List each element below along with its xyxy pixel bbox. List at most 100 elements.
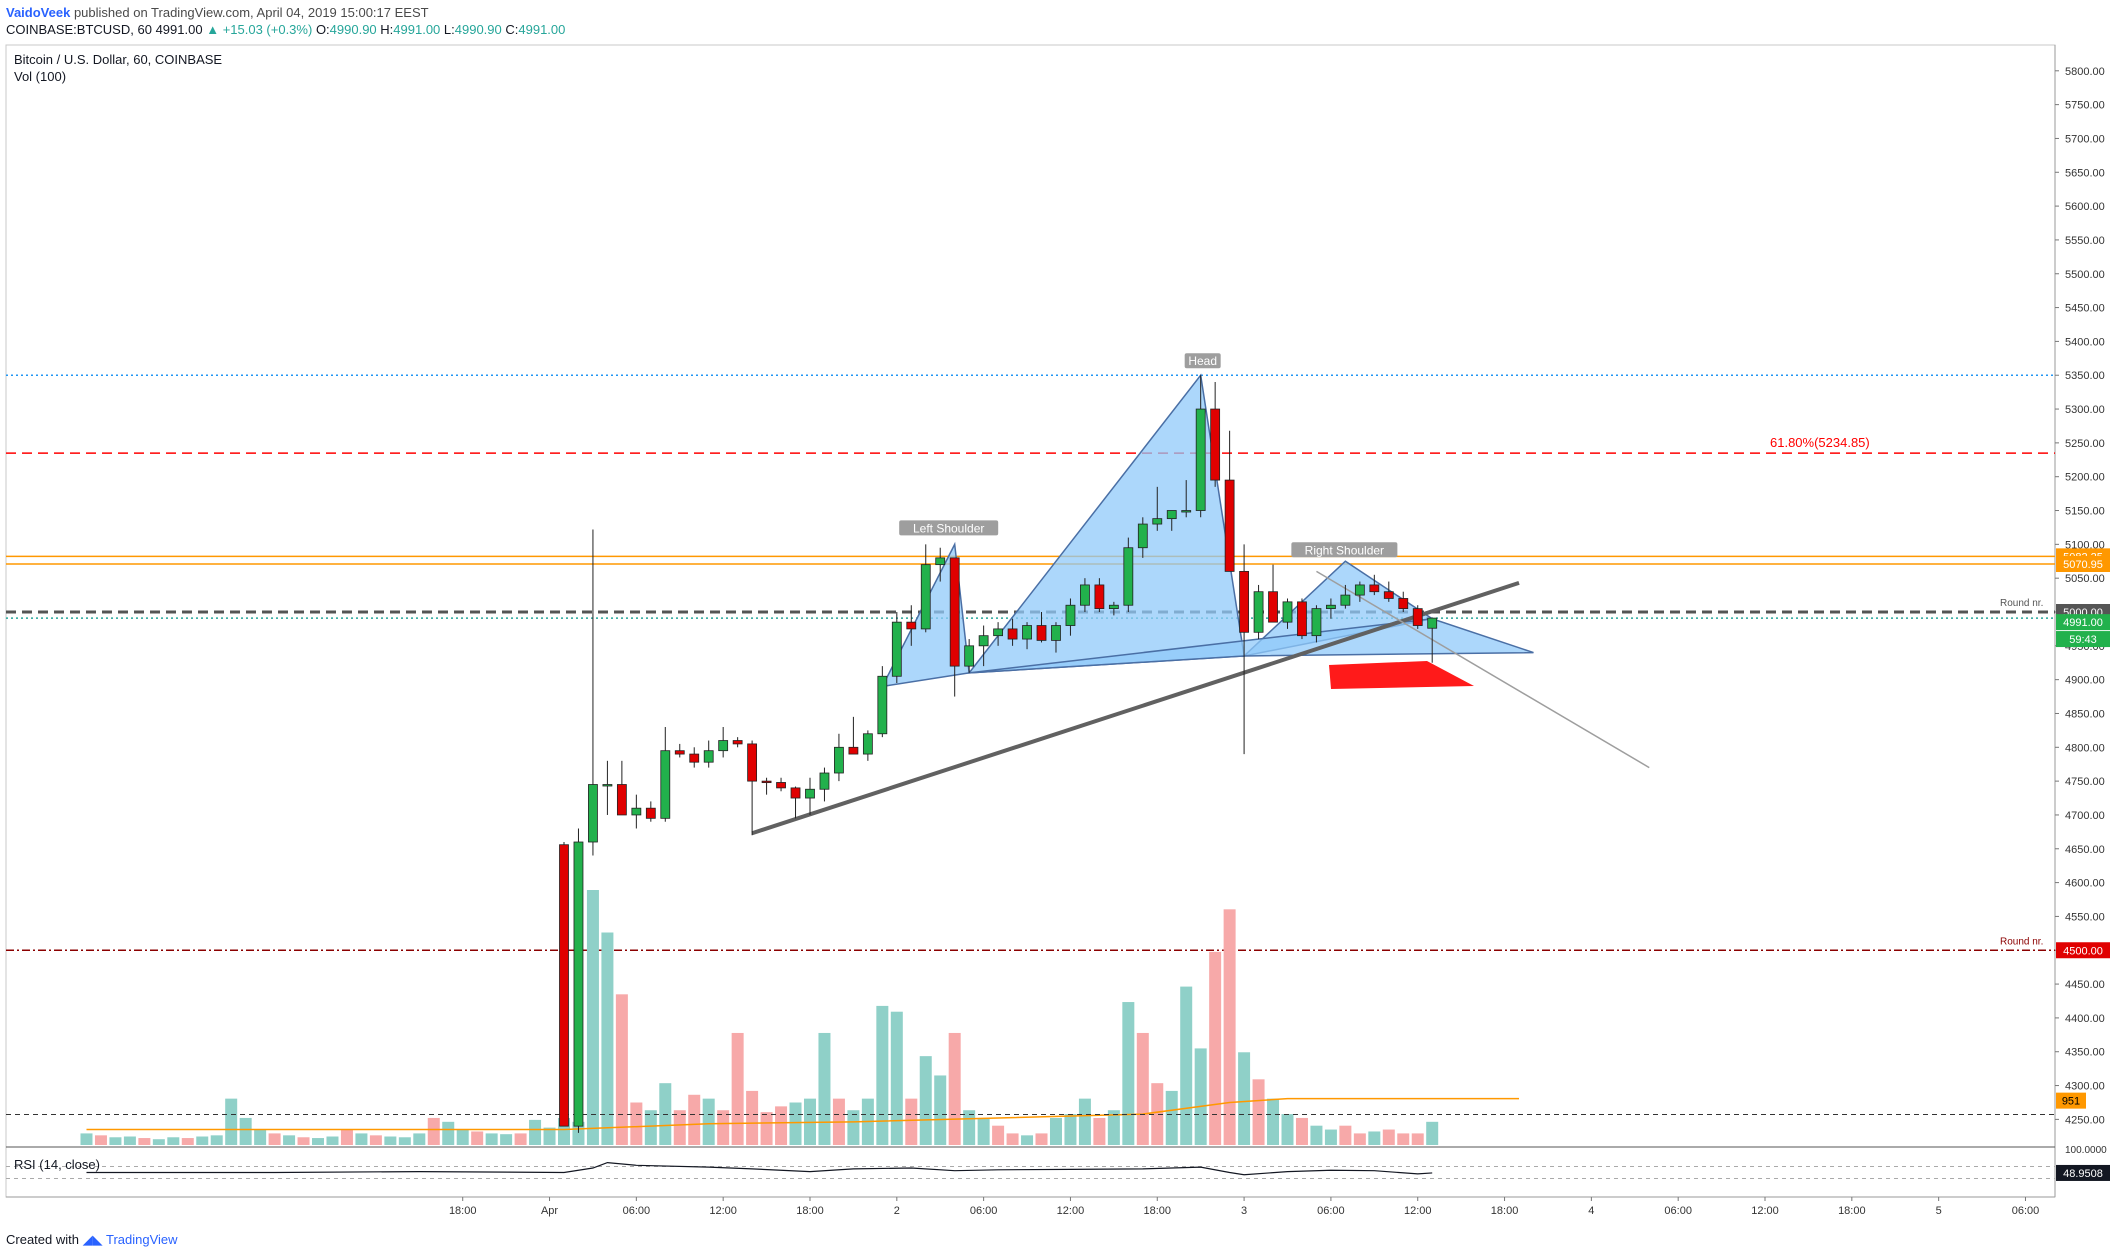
bearish-target-marker[interactable] <box>1329 661 1474 689</box>
price-tick-label: 5200.00 <box>2065 472 2105 484</box>
volume-label-box <box>2056 1092 2086 1109</box>
price-tick-label: 4700.00 <box>2065 810 2105 822</box>
volume-bar <box>919 1056 932 1145</box>
price-tick-label: 5050.00 <box>2065 573 2105 585</box>
price-tick-label: 4450.00 <box>2065 979 2105 991</box>
volume-bar <box>1223 909 1236 1145</box>
volume-bar <box>413 1133 426 1145</box>
fib-level-label: 61.80%(5234.85) <box>1770 435 1870 450</box>
volume-bar <box>340 1129 353 1145</box>
time-tick-label: 18:00 <box>449 1205 477 1217</box>
tradingview-brand[interactable]: TradingView <box>106 1232 178 1247</box>
time-tick-label: 12:00 <box>709 1205 737 1217</box>
candle-up <box>862 733 873 755</box>
volume-bar <box>1209 951 1222 1145</box>
candle-down <box>1007 628 1018 640</box>
volume-bar <box>312 1138 325 1145</box>
candle-up <box>1051 625 1061 641</box>
volume-bar <box>702 1098 715 1145</box>
candle-down <box>689 753 700 763</box>
candle-down <box>616 784 627 816</box>
price-axis-labels: 5082.255070.955000.004991.0059:434500.00… <box>2056 548 2110 1181</box>
time-tick-label: 12:00 <box>1057 1205 1085 1217</box>
projection-line[interactable] <box>1316 570 1650 769</box>
close-value: 4991.00 <box>518 22 566 37</box>
candle-down <box>1297 601 1307 637</box>
volume-bar <box>138 1138 151 1145</box>
time-tick-label: 18:00 <box>796 1205 824 1217</box>
price-tick-label: 5250.00 <box>2065 438 2105 450</box>
volume-bar <box>369 1135 382 1145</box>
volume-bar <box>167 1137 180 1145</box>
volume-bar <box>1353 1133 1366 1145</box>
candle-up <box>993 628 1003 637</box>
volume-bar <box>789 1102 802 1145</box>
volume-bar <box>1107 1110 1120 1145</box>
candle-up <box>660 750 671 819</box>
price-tick-label: 5600.00 <box>2065 201 2105 213</box>
volume-bar <box>644 1110 657 1145</box>
tradingview-logo-icon: ◢◣ <box>82 1232 103 1247</box>
symbol-name: COINBASE:BTCUSD, 60 <box>6 22 152 37</box>
author-link[interactable]: VaidoVeek <box>6 5 71 20</box>
volume-bar <box>1324 1129 1337 1145</box>
volume-bar <box>760 1112 773 1145</box>
pattern-base[interactable] <box>969 618 1534 674</box>
candle-down <box>1224 479 1235 572</box>
candle-up <box>834 746 844 774</box>
price-tick-label: 4650.00 <box>2065 844 2105 856</box>
candle-up <box>935 557 946 566</box>
price-label-box <box>2056 942 2110 959</box>
price-tick-label: 5800.00 <box>2065 66 2105 78</box>
volume-bar <box>673 1110 686 1145</box>
right-shoulder-tag <box>1291 542 1398 558</box>
candle-up <box>1253 591 1264 633</box>
volume-bar <box>630 1102 643 1145</box>
volume-bar <box>442 1121 455 1145</box>
candles <box>559 375 1438 1133</box>
candle-up <box>1065 604 1076 626</box>
head-and-shoulders-pattern[interactable]: Left Shoulder Head Right Shoulder <box>881 353 1534 688</box>
volume-bar <box>225 1098 238 1145</box>
price-tick-label: 5700.00 <box>2065 133 2105 145</box>
volume-bar <box>500 1134 513 1145</box>
footer: Created with ◢◣ TradingView <box>6 1232 178 1248</box>
volume-bar <box>731 1032 744 1145</box>
price-tick-label: 4850.00 <box>2065 708 2105 720</box>
volume-bar <box>1281 1114 1294 1145</box>
volume-bar <box>514 1133 527 1145</box>
candle-up <box>964 645 975 667</box>
volume-bar <box>529 1119 542 1145</box>
time-tick-label: 06:00 <box>970 1205 998 1217</box>
volume-bar <box>1368 1131 1381 1145</box>
volume-bar <box>775 1106 788 1145</box>
time-tick-label: 18:00 <box>1144 1205 1172 1217</box>
candle-up <box>1108 604 1119 610</box>
high-label: H: <box>380 22 394 37</box>
rsi-line <box>86 1161 1433 1176</box>
close-label: C: <box>505 22 519 37</box>
volume-bar <box>746 1090 759 1145</box>
candle-up <box>1282 601 1293 623</box>
candle-up <box>718 740 729 752</box>
rising-neckline[interactable] <box>751 581 1520 836</box>
volume-bar <box>268 1133 281 1145</box>
volume-bar <box>992 1125 1005 1145</box>
price-tick-label: 4250.00 <box>2065 1114 2105 1126</box>
left-shoulder-tag <box>899 520 999 536</box>
time-tick-label: 2 <box>894 1205 900 1217</box>
time-axis[interactable]: 18:00 Apr 06:00 12:00 18:00 2 06:00 12:00 18:00 3… <box>449 1197 2039 1217</box>
published-text: published on TradingView.com, April 04, … <box>73 5 429 20</box>
price-change: +15.03 (+0.3%) <box>222 22 313 37</box>
trend-lines[interactable] <box>751 570 1650 836</box>
price-label-text: 59:43 <box>2069 634 2097 646</box>
volume-bar <box>586 890 599 1145</box>
candle-up <box>1137 523 1148 549</box>
volume-bar <box>1267 1098 1280 1145</box>
volume-bar <box>1397 1133 1410 1145</box>
target-zone[interactable] <box>1329 661 1474 689</box>
candle-down <box>1239 571 1249 633</box>
price-axis[interactable]: 5800.00 5750.00 5700.00 5650.00 5600.00 5550.… <box>2055 66 2105 1127</box>
volume-bar <box>485 1133 498 1145</box>
